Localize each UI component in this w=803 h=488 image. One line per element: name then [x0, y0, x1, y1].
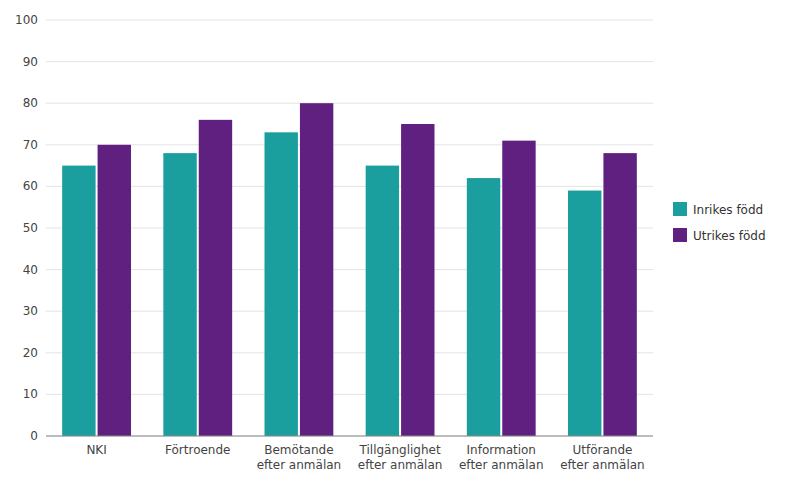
grid-line: [46, 186, 653, 187]
x-tick-label: NKI: [86, 443, 106, 457]
legend-label: Inrikes född: [693, 203, 763, 217]
legend: Inrikes född Utrikes född: [673, 202, 766, 243]
grid-line: [46, 144, 653, 145]
y-tick-label: 10: [23, 387, 38, 401]
x-tick-label: Bemötandeefter anmälan: [257, 443, 342, 472]
y-tick-label: 50: [23, 221, 38, 235]
bar: [163, 153, 196, 436]
bar: [568, 191, 601, 436]
bar: [502, 141, 535, 436]
grid-line: [46, 352, 653, 353]
bar: [199, 120, 232, 436]
x-axis: NKI Förtroende Bemötandeefter anmälan Tillg…: [46, 436, 653, 472]
x-tick-label: Tillgänglighetefter anmälan: [358, 443, 443, 472]
grid-line: [46, 20, 653, 21]
chart-container: 0 10 20 30 40 50 60 70 80 90 100 NKI Förtroende Bemöt…: [0, 0, 803, 488]
y-tick-label: 40: [23, 263, 38, 277]
y-tick-label: 90: [23, 55, 38, 69]
legend-swatch: [673, 228, 687, 242]
grid-line: [46, 394, 653, 395]
bar: [401, 124, 434, 436]
bar: [98, 145, 131, 436]
x-axis-line: [46, 436, 653, 437]
y-tick-label: 70: [23, 138, 38, 152]
y-tick-label: 100: [15, 13, 38, 27]
grid-line: [46, 61, 653, 62]
x-tick-label: Utförandeefter anmälan: [560, 443, 645, 472]
bar: [300, 103, 333, 436]
x-tick-label: Informationefter anmälan: [459, 443, 544, 472]
y-tick-label: 80: [23, 96, 38, 110]
y-tick-label: 60: [23, 179, 38, 193]
grid-line: [46, 436, 653, 437]
y-tick-label: 30: [23, 304, 38, 318]
bar: [603, 153, 636, 436]
grid-line: [46, 269, 653, 270]
bars: [62, 103, 637, 436]
y-tick-label: 20: [23, 346, 38, 360]
bar: [62, 166, 95, 436]
legend-swatch: [673, 202, 687, 216]
x-tick-label: Förtroende: [165, 443, 230, 457]
bar: [265, 132, 298, 436]
y-tick-label: 0: [30, 429, 38, 443]
grid-line: [46, 228, 653, 229]
grid-line: [46, 311, 653, 312]
y-axis: 0 10 20 30 40 50 60 70 80 90 100: [15, 13, 653, 443]
bar: [366, 166, 399, 436]
grid-line: [46, 103, 653, 104]
chart: 0 10 20 30 40 50 60 70 80 90 100 NKI Förtroende Bemöt…: [0, 0, 803, 488]
bar: [467, 178, 500, 436]
legend-label: Utrikes född: [693, 229, 766, 243]
